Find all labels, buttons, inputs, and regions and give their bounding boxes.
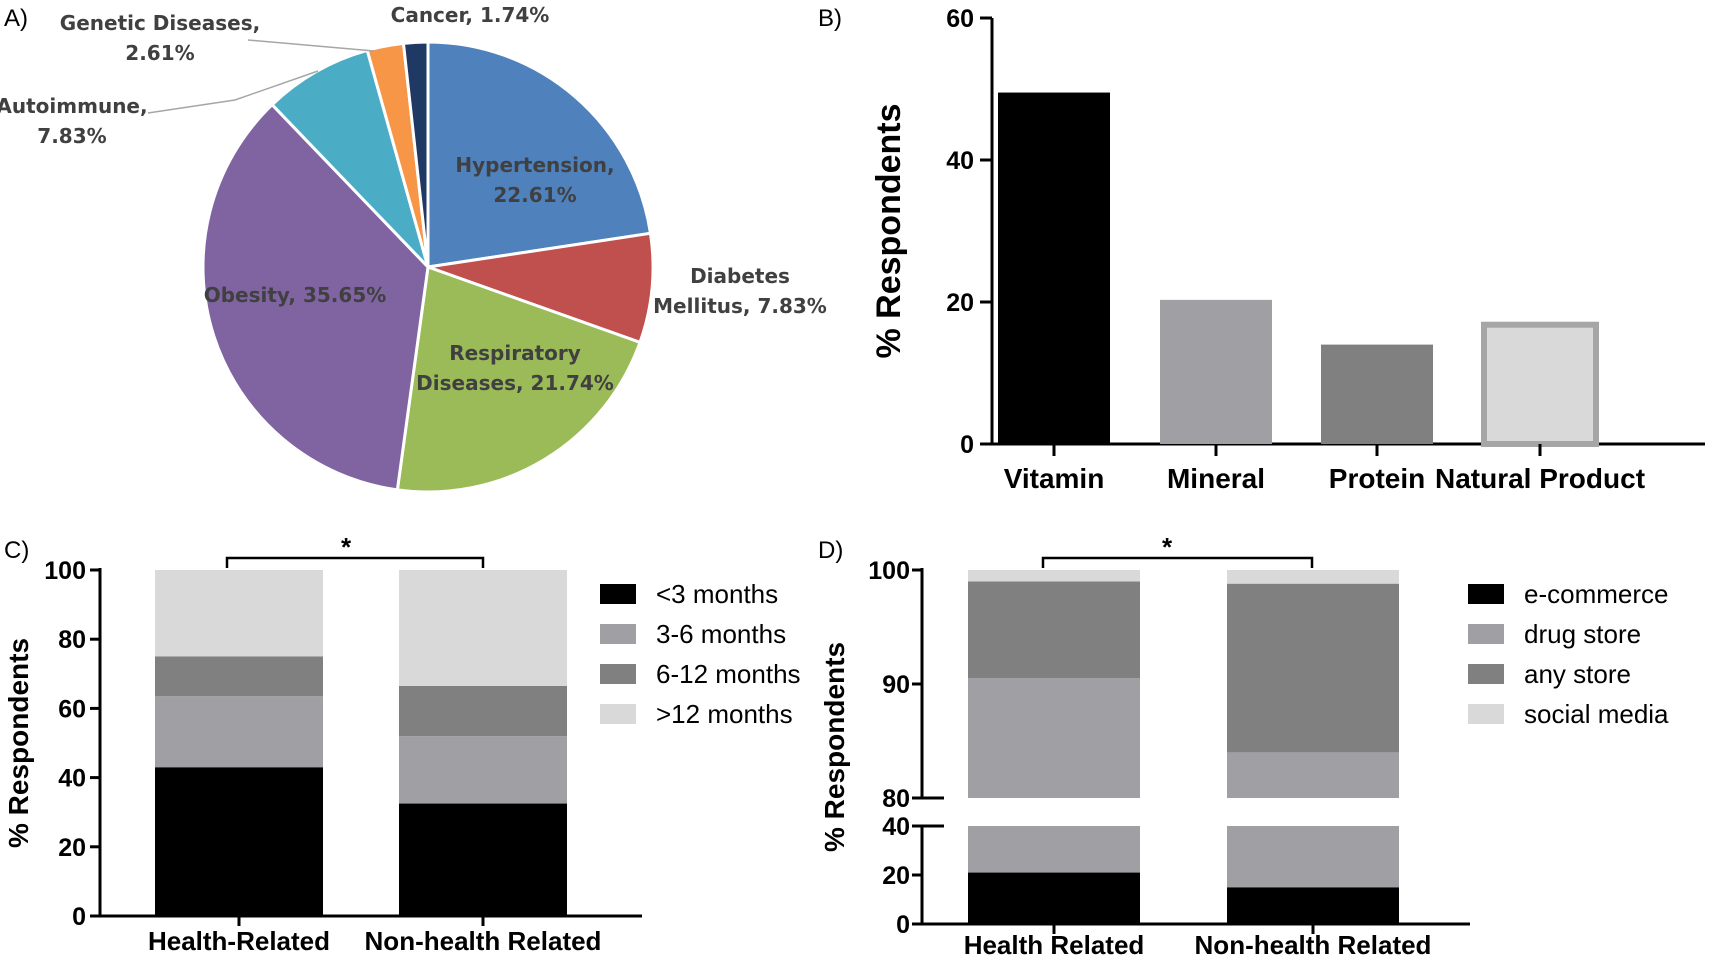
legend-swatch-drug-store	[1468, 624, 1504, 644]
bar-natural-product	[1481, 321, 1599, 447]
y-tick-label: 40	[882, 813, 910, 841]
y-tick-label: 100	[44, 557, 86, 585]
segment-health-related-any-store	[968, 581, 1140, 679]
pie-chart: Hypertension, 22.61% Diabetes Mellitus, 7.8…	[0, 3, 827, 494]
purchase-source-stacked-chart: 80 90 100 0 20 40 Health Related Non-health Rel…	[819, 532, 1669, 958]
pie-label-hypertension: Hypertension, 22.61%	[455, 153, 614, 207]
y-tick-label: 40	[58, 765, 86, 793]
legend-label-social-media: social media	[1524, 699, 1669, 729]
y-tick-label: 90	[882, 671, 910, 699]
y-tick-label: 40	[946, 147, 974, 175]
pie-slice-respiratory-diseases	[395, 264, 642, 494]
y-tick-label: 100	[868, 557, 910, 585]
segment-non-health-related-drug-store	[1227, 826, 1399, 888]
pie-slice-cancer	[401, 40, 430, 268]
segment-health-related-3-months	[155, 767, 323, 916]
y-tick-label: 80	[882, 785, 910, 813]
segment-non-health-related-3-6-months	[399, 736, 567, 804]
x-tick-label-health-related: Health-Related	[148, 926, 330, 956]
y-tick-label: 0	[896, 911, 910, 939]
panel-d-label: D)	[818, 537, 843, 564]
segment-non-health-related-6-12-months	[399, 685, 567, 737]
pie-slice-diabetes-mellitus	[427, 231, 655, 345]
legend-label-12-months: >12 months	[656, 699, 793, 729]
pie-label-obesity: Obesity, 35.65%	[204, 283, 387, 307]
y-tick-label: 0	[72, 903, 86, 931]
pie-slice-obesity	[201, 102, 430, 492]
pie-label-respiratory-diseases: Respiratory Diseases, 21.74%	[416, 341, 614, 395]
legend-swatch-3-6-months	[600, 624, 636, 644]
pie-leader-line	[147, 70, 319, 114]
pie-label-autoimmune: Autoimmune, 7.83%	[0, 94, 148, 148]
pie-slice-hypertension	[426, 40, 653, 269]
y-axis-label: % Respondents	[819, 642, 850, 852]
legend-label-3-months: <3 months	[656, 579, 778, 609]
segment-non-health-related-any-store	[1227, 583, 1399, 753]
segment-health-related-social-media	[968, 570, 1140, 582]
pie-label-diabetes-mellitus: Diabetes Mellitus, 7.83%	[653, 264, 827, 318]
significance-marker: *	[1162, 532, 1173, 562]
segment-non-health-related-3-months	[399, 803, 567, 916]
legend-swatch-6-12-months	[600, 664, 636, 684]
duration-stacked-chart: 0 20 40 60 80 100 Health-Related Non-health Rel…	[3, 532, 801, 956]
significance-marker: *	[341, 532, 352, 562]
segment-health-related-drug-store	[968, 678, 1140, 798]
y-tick-label: 60	[946, 5, 974, 33]
segment-health-related-e-commerce	[968, 872, 1140, 924]
legend-label-any-store: any store	[1524, 659, 1631, 689]
segment-health-related-6-12-months	[155, 656, 323, 697]
x-tick-label-non-health-related: Non-health Related	[365, 926, 602, 956]
legend-swatch-e-commerce	[1468, 584, 1504, 604]
segment-non-health-related-e-commerce	[1227, 887, 1399, 924]
y-tick-label: 20	[58, 834, 86, 862]
segment-non-health-related-social-media	[1227, 570, 1399, 584]
segment-non-health-related-12-months	[399, 570, 567, 686]
panel-b-label: B)	[818, 5, 842, 32]
x-tick-label-natural-product: Natural Product	[1435, 463, 1645, 494]
panel-a-label: A)	[4, 5, 28, 32]
y-axis-label: % Respondents	[870, 103, 908, 358]
y-tick-label: 20	[882, 862, 910, 890]
segment-health-related-3-6-months	[155, 696, 323, 768]
pie-label-genetic-diseases: Genetic Diseases, 2.61%	[60, 11, 260, 65]
y-tick-label: 80	[58, 626, 86, 654]
x-tick-label-non-health-related: Non-health Related	[1195, 930, 1432, 958]
segment-health-related-12-months	[155, 570, 323, 657]
pie-leader-line	[247, 39, 375, 52]
x-tick-label-mineral: Mineral	[1167, 463, 1265, 494]
x-tick-label-vitamin: Vitamin	[1004, 463, 1105, 494]
y-axis-label: % Respondents	[3, 638, 34, 848]
significance-bracket	[1041, 556, 1314, 568]
legend-swatch-social-media	[1468, 704, 1504, 724]
legend-label-3-6-months: 3-6 months	[656, 619, 786, 649]
bar-protein	[1321, 344, 1433, 444]
y-tick-label: 0	[960, 431, 974, 459]
y-tick-label: 20	[946, 289, 974, 317]
bar-vitamin	[998, 92, 1110, 445]
y-tick-label: 60	[58, 695, 86, 723]
segment-non-health-related-drug-store	[1227, 752, 1399, 798]
legend-swatch-3-months	[600, 584, 636, 604]
segment-health-related-drug-store	[968, 826, 1140, 873]
legend-label-e-commerce: e-commerce	[1524, 579, 1668, 609]
panel-c-label: C)	[4, 537, 29, 564]
bar-mineral	[1160, 299, 1272, 444]
supplement-bar-chart: 0 20 40 60 Vitamin Mineral Protein Natural Prod…	[870, 5, 1705, 494]
significance-bracket	[225, 556, 485, 568]
x-tick-label-protein: Protein	[1329, 463, 1425, 494]
legend-swatch-any-store	[1468, 664, 1504, 684]
legend-swatch-12-months	[600, 704, 636, 724]
pie-label-cancer: Cancer, 1.74%	[391, 3, 550, 27]
x-tick-label-health-related: Health Related	[964, 930, 1145, 958]
legend-label-drug-store: drug store	[1524, 619, 1641, 649]
legend-label-6-12-months: 6-12 months	[656, 659, 801, 689]
